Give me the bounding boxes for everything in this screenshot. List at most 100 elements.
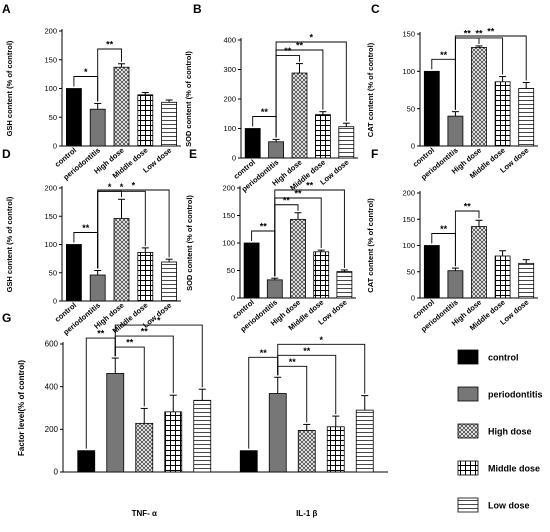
- significance-label: **: [261, 107, 269, 117]
- significance-bracket: [275, 41, 347, 138]
- y-tick-label: 400: [45, 382, 59, 391]
- y-axis-label: SOD content (% of control): [184, 51, 193, 147]
- bar-middle-dose: [164, 411, 183, 473]
- bar-high-dose: [297, 429, 316, 473]
- significance-bracket: [114, 324, 203, 388]
- legend-swatch-periodontitis: [457, 386, 479, 402]
- significance-label: *: [84, 67, 88, 77]
- legend-swatch-middle-dose: [457, 460, 479, 476]
- y-tick-label: 600: [45, 340, 59, 349]
- y-tick-label: 100: [402, 67, 415, 76]
- bar-periodontitis: [447, 115, 464, 147]
- significance-label: **: [303, 346, 311, 356]
- significance-label: **: [126, 338, 134, 348]
- y-tick-label: 200: [223, 95, 236, 104]
- significance-bracket: [97, 48, 122, 102]
- bar-middle-dose: [326, 426, 345, 473]
- panel-letter: G: [2, 311, 11, 325]
- y-axis-label: GSH content (% of control): [5, 196, 14, 292]
- bar-control: [77, 450, 96, 473]
- bar-middle-dose: [137, 94, 154, 147]
- bar-control: [423, 70, 440, 147]
- panel-letter: C: [371, 2, 380, 16]
- bar-low-dose: [338, 126, 355, 159]
- bar-middle-dose: [137, 252, 154, 302]
- y-tick-label: 0: [54, 468, 59, 477]
- bar-control: [243, 242, 260, 299]
- y-tick-label: 400: [223, 36, 236, 45]
- panel-b: B 0 100 200 300 400 SOD content (% of control)…: [184, 2, 358, 194]
- y-tick-label: 300: [223, 65, 236, 74]
- bar-low-dose: [336, 271, 353, 299]
- legend-label: High dose: [488, 427, 532, 437]
- bar-high-dose: [113, 218, 130, 302]
- y-tick-label: 100: [402, 241, 415, 250]
- y-tick-label: 100: [44, 84, 57, 93]
- significance-label: *: [120, 182, 124, 192]
- y-tick-label: 50: [407, 267, 415, 276]
- y-tick-label: 150: [222, 211, 235, 220]
- y-axis-label: CAT content (% of control): [366, 42, 375, 137]
- y-tick-label: 200: [222, 184, 235, 193]
- y-tick-label: 50: [227, 266, 235, 275]
- y-axis-label: Factor level(% of control): [17, 360, 26, 456]
- bar-high-dose: [471, 226, 487, 299]
- legend-swatch-low-dose: [457, 497, 479, 513]
- legend-swatch-control: [457, 349, 479, 365]
- significance-label: **: [440, 50, 448, 60]
- bar-control: [244, 128, 261, 159]
- bar-periodontitis: [268, 393, 287, 473]
- legend-label: control: [488, 353, 519, 363]
- y-tick-label: 100: [222, 239, 235, 248]
- significance-label: **: [296, 41, 304, 51]
- bar-low-dose: [518, 88, 535, 147]
- bar-periodontitis: [89, 274, 106, 302]
- bar-high-dose: [113, 66, 130, 147]
- significance-label: **: [475, 28, 483, 38]
- significance-label: *: [108, 182, 112, 192]
- bar-middle-dose: [314, 114, 331, 159]
- bar-low-dose: [193, 399, 212, 473]
- significance-bracket: [274, 189, 345, 277]
- y-tick-label: 0: [411, 294, 415, 303]
- significance-label: **: [97, 329, 105, 339]
- significance-label: **: [141, 327, 149, 337]
- panel-letter: E: [189, 147, 197, 161]
- y-tick-label: 150: [44, 212, 57, 221]
- bar-middle-dose: [313, 251, 330, 299]
- significance-bracket: [97, 189, 170, 269]
- significance-label: **: [487, 27, 495, 37]
- bar-periodontitis: [106, 373, 125, 473]
- legend-label: Low dose: [488, 501, 530, 511]
- panel-letter: F: [371, 147, 378, 161]
- bar-low-dose: [161, 261, 178, 302]
- panel-g: G 0 200 400 600 Factor level(% of control) TNF…: [2, 311, 543, 518]
- y-tick-label: 150: [44, 55, 57, 64]
- significance-label: *: [309, 33, 313, 43]
- significance-label: **: [260, 348, 268, 358]
- panel-letter: D: [2, 147, 11, 161]
- x-category-label: IL-1 β: [296, 509, 317, 518]
- x-category-label: TNF- α: [132, 509, 157, 518]
- significance-label: **: [464, 202, 472, 212]
- y-tick-label: 50: [49, 268, 57, 277]
- y-tick-label: 0: [53, 142, 57, 151]
- y-tick-label: 200: [45, 425, 59, 434]
- significance-label: *: [132, 181, 136, 191]
- legend-swatch-high-dose: [457, 423, 479, 439]
- bar-middle-dose: [494, 81, 511, 147]
- significance-bracket: [454, 210, 480, 267]
- bar-control: [66, 88, 82, 147]
- bar-high-dose: [291, 72, 308, 159]
- bar-periodontitis: [266, 279, 283, 299]
- bar-low-dose: [355, 409, 374, 473]
- significance-label: **: [82, 223, 90, 233]
- significance-label: **: [294, 189, 302, 199]
- panel-letter: B: [193, 2, 202, 16]
